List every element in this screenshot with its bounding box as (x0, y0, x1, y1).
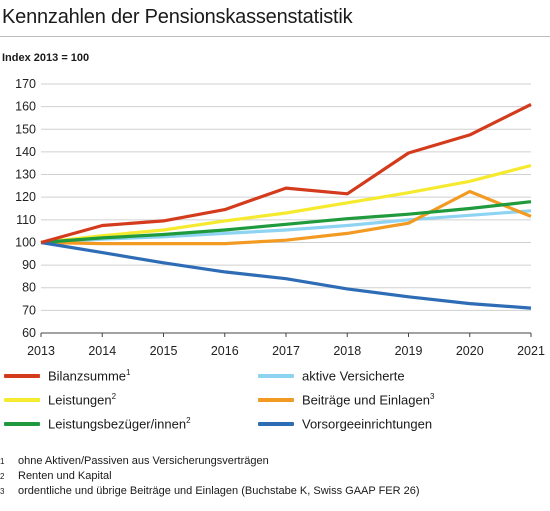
legend-item-vorsorgeeinrichtungen: Vorsorgeeinrichtungen (258, 416, 432, 431)
footnote-text: ohne Aktiven/Passiven aus Versicherungsv… (18, 455, 269, 467)
series-line-5 (40, 240, 532, 310)
y-tick-label: 60 (22, 326, 36, 340)
y-tick-label: 90 (22, 258, 36, 272)
y-tick-label: 170 (15, 77, 36, 91)
footnote: 1 ohne Aktiven/Passiven aus Versicherung… (0, 454, 420, 469)
footnote: 2 Renten und Kapital (0, 469, 420, 484)
x-tick-label: 2021 (517, 344, 545, 358)
legend-label: Vorsorgeeinrichtungen (302, 416, 433, 432)
series-line-1 (40, 163, 532, 245)
x-tick-label: 2016 (211, 344, 239, 358)
legend-swatch (258, 397, 294, 402)
legend-swatch (4, 397, 40, 402)
series-line-2 (40, 200, 532, 245)
y-tick-label: 160 (15, 100, 36, 114)
footnote-mark: 1 (0, 457, 5, 466)
x-tick-label: 2018 (333, 344, 361, 358)
x-tick-label: 2019 (395, 344, 423, 358)
legend-label: Leistungen2 (48, 392, 117, 408)
footnotes: 1 ohne Aktiven/Passiven aus Versicherung… (0, 454, 420, 499)
legend-item-leistungen: Leistungen2 (4, 392, 116, 407)
y-tick-label: 80 (22, 281, 36, 295)
legend-item-aktive-versicherte: aktive Versicherte (258, 368, 405, 383)
legend-item-beitraege-einlagen: Beiträge und Einlagen3 (258, 392, 434, 407)
legend-swatch (4, 421, 40, 426)
legend-label: Leistungsbezüger/innen2 (48, 416, 191, 432)
x-tick-label: 2017 (272, 344, 300, 358)
footnote-mark: 3 (0, 487, 5, 496)
chart-title: Kennzahlen der Pensionskassenstatistik (2, 6, 353, 28)
legend-label: aktive Versicherte (302, 368, 405, 384)
footnote: 3 ordentliche und übrige Beiträge und Ei… (0, 484, 420, 499)
title-divider (0, 36, 550, 37)
x-tick-label: 2015 (150, 344, 178, 358)
legend-swatch (4, 373, 40, 378)
x-tick-label: 2013 (27, 344, 55, 358)
legend-item-bilanzsumme: Bilanzsumme1 (4, 368, 130, 383)
y-axis-unit-label: Index 2013 = 100 (2, 52, 90, 64)
legend-swatch (258, 373, 294, 378)
footnote-text: ordentliche und übrige Beiträge und Einl… (18, 485, 420, 497)
chart-legend: Bilanzsumme1 aktive Versicherte Leistung… (0, 368, 550, 448)
y-tick-label: 130 (15, 168, 36, 182)
y-tick-label: 150 (15, 122, 36, 136)
series-line-0 (40, 102, 532, 245)
legend-label: Bilanzsumme1 (48, 368, 131, 384)
footnote-text: Renten und Kapital (18, 470, 112, 482)
y-tick-label: 120 (15, 190, 36, 204)
y-tick-label: 140 (15, 145, 36, 159)
legend-label: Beiträge und Einlagen3 (302, 392, 435, 408)
legend-item-leistungsbezueger: Leistungsbezüger/innen2 (4, 416, 191, 431)
footnote-mark: 2 (0, 472, 5, 481)
line-chart: 60 70 80 90 100 110 120 130 140 150 160 170 2013 2014… (15, 77, 545, 358)
y-tick-label: 110 (16, 213, 36, 227)
y-tick-label: 100 (15, 235, 36, 249)
x-tick-label: 2020 (456, 344, 484, 358)
legend-swatch (258, 421, 294, 426)
x-tick-label: 2014 (88, 344, 116, 358)
series-line-4 (40, 189, 532, 246)
y-tick-label: 70 (22, 303, 36, 317)
